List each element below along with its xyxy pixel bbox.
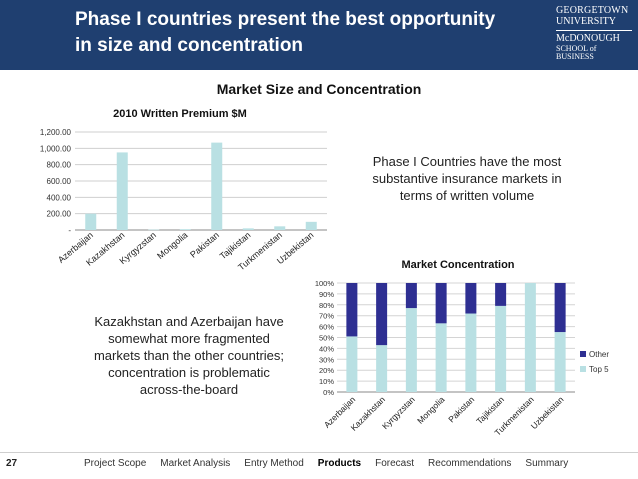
bar [305, 221, 317, 230]
slide-title-line-2: in size and concentration [75, 35, 304, 56]
note-fragmentation: Kazakhstan and Azerbaijan have somewhat … [93, 314, 285, 397]
y-tick-label: 70% [319, 312, 334, 321]
chart-title: Market Concentration [401, 259, 514, 271]
logo-line-3: McDONOUGH [556, 33, 620, 44]
nav-item-forecast[interactable]: Forecast [375, 458, 415, 469]
logo-line-2: UNIVERSITY [556, 15, 616, 27]
y-tick-label: - [68, 226, 71, 235]
x-tick-label: Uzbekistan [529, 394, 566, 431]
x-tick-label: Pakistan [188, 230, 221, 260]
bar [211, 142, 223, 230]
section-title: Market Size and Concentration [216, 81, 422, 97]
bar-top5 [405, 308, 417, 392]
bar [274, 226, 286, 230]
y-tick-label: 200.00 [47, 210, 72, 219]
bar [148, 229, 160, 231]
y-tick-label: 30% [319, 355, 334, 364]
y-tick-label: 90% [319, 290, 334, 299]
footer-divider [0, 452, 638, 453]
bar [242, 228, 254, 230]
bar [116, 152, 128, 230]
x-tick-label: Mongolia [155, 230, 189, 261]
bar-other [554, 283, 566, 333]
legend-label: Other [589, 350, 609, 359]
bar-other [495, 283, 507, 306]
bar [179, 229, 191, 230]
written-premium-chart: 2010 Written Premium $M - 200.00 400.00 600… [40, 108, 327, 272]
logo-line-4: SCHOOL of BUSINESS [556, 43, 597, 61]
bar-top5 [495, 305, 507, 392]
y-tick-label: 60% [319, 323, 334, 332]
bar-other [465, 283, 477, 314]
y-tick-label: 50% [319, 334, 334, 343]
y-tick-label: 40% [319, 344, 334, 353]
y-tick-label: 80% [319, 301, 334, 310]
y-tick-label: 0% [323, 388, 334, 397]
bar-other [376, 283, 388, 346]
note-phase-one: Phase I Countries have the most substant… [372, 154, 562, 203]
legend-swatch [580, 366, 586, 372]
y-tick-label: 100% [315, 279, 335, 288]
y-tick-label: 600.00 [47, 177, 72, 186]
nav-item-products[interactable]: Products [317, 458, 362, 469]
nav-item-project-scope[interactable]: Project Scope [84, 458, 147, 469]
y-tick-label: 400.00 [47, 193, 72, 202]
bar-top5 [524, 283, 536, 392]
bar-top5 [554, 332, 566, 392]
bar-top5 [435, 323, 447, 392]
market-concentration-chart: Market Concentration 0% 10% 20% 30% 40%50% 60… [315, 259, 610, 438]
logo-divider [556, 30, 632, 31]
y-tick-label: 1,200.00 [40, 128, 72, 137]
chart-title: 2010 Written Premium $M [113, 108, 247, 120]
y-tick-label: 800.00 [47, 161, 72, 170]
legend-label: Top 5 [589, 365, 609, 374]
slide-title-line-1: Phase I countries present the best oppor… [75, 9, 496, 30]
georgetown-logo: GEORGETOWN UNIVERSITY McDONOUGH SCHOOL o… [556, 5, 634, 61]
bar-other [435, 283, 447, 324]
bar-other [405, 283, 417, 309]
bar [85, 213, 97, 230]
x-tick-label: Mongolia [415, 394, 447, 426]
page-number: 27 [6, 458, 18, 469]
bar-other [346, 283, 358, 337]
bar-top5 [376, 345, 388, 392]
x-tick-label: Pakistan [446, 394, 476, 424]
nav-item-market-analysis[interactable]: Market Analysis [160, 458, 231, 469]
y-tick-label: 1,000.00 [40, 144, 72, 153]
x-tick-label: Kyrgyzstan [380, 394, 417, 431]
nav-item-summary[interactable]: Summary [525, 458, 569, 469]
y-tick-label: 10% [319, 377, 334, 386]
section-nav: Project Scope Market Analysis Entry Method… [84, 458, 582, 469]
bar-top5 [465, 313, 477, 392]
y-tick-label: 20% [319, 366, 334, 375]
legend-swatch [580, 351, 586, 357]
nav-item-entry-method[interactable]: Entry Method [244, 458, 304, 469]
nav-item-recommendations[interactable]: Recommendations [428, 458, 512, 469]
header-bar: Phase I countries present the best oppor… [0, 0, 638, 70]
bar-top5 [346, 336, 358, 392]
logo-line-1: GEORGETOWN [556, 5, 629, 16]
